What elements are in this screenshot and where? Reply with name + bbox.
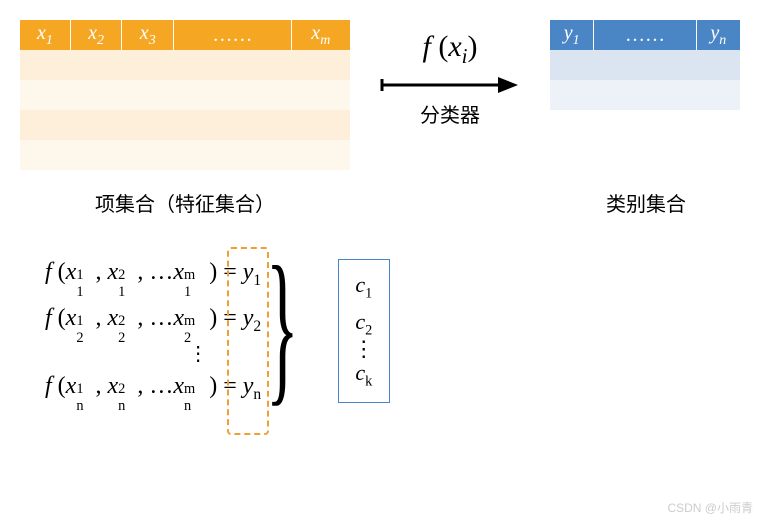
formula-list: f (x11, x21, …xm1 ) = y1 f (x12, x22, …xm… bbox=[45, 257, 261, 405]
class-box: c1 c2 ⋮ ck bbox=[338, 259, 390, 403]
class-item: c1 bbox=[355, 272, 372, 302]
category-header-row: y1……yn bbox=[550, 20, 740, 50]
category-cell bbox=[550, 80, 740, 110]
feature-row bbox=[20, 50, 350, 80]
formula-line: f (x11, x21, …xm1 ) = y1 bbox=[45, 257, 261, 291]
feature-cell bbox=[20, 80, 350, 110]
feature-header-cell: x1 bbox=[20, 20, 70, 50]
feature-row bbox=[20, 140, 350, 170]
category-header-cell: y1 bbox=[550, 20, 594, 50]
feature-row bbox=[20, 80, 350, 110]
category-caption: 类别集合 bbox=[551, 188, 741, 217]
feature-table: x1x2x3……xm bbox=[20, 20, 350, 170]
feature-header-cell: x2 bbox=[70, 20, 122, 50]
caption-row: 项集合（特征集合） 类别集合 bbox=[20, 170, 741, 217]
arrow-icon bbox=[380, 75, 520, 95]
lower-section: f (x11, x21, …xm1 ) = y1 f (x12, x22, …xm… bbox=[45, 257, 741, 405]
feature-header-cell: x3 bbox=[122, 20, 174, 50]
feature-header-cell: xm bbox=[291, 20, 350, 50]
feature-cell bbox=[20, 140, 350, 170]
formula-line: f (x12, x22, …xm2 ) = y2 bbox=[45, 303, 261, 337]
feature-caption: 项集合（特征集合） bbox=[20, 188, 350, 217]
feature-header-row: x1x2x3……xm bbox=[20, 20, 350, 50]
top-row: x1x2x3……xm f (xi) 分类器 y1……yn bbox=[20, 20, 741, 170]
function-expression: f (xi) bbox=[422, 30, 477, 69]
feature-row bbox=[20, 110, 350, 140]
category-row bbox=[550, 80, 740, 110]
right-block: y1……yn bbox=[550, 20, 740, 110]
vdots: ⋮ bbox=[353, 345, 375, 354]
watermark: CSDN @小雨青 bbox=[667, 499, 753, 516]
feature-cell bbox=[20, 110, 350, 140]
vdots: ⋮ bbox=[135, 349, 261, 359]
category-table: y1……yn bbox=[550, 20, 740, 110]
function-block: f (xi) 分类器 bbox=[375, 20, 525, 128]
formula-line: f (x1n, x2n, …xmn ) = yn bbox=[45, 371, 261, 405]
category-header-cell: yn bbox=[696, 20, 740, 50]
category-cell bbox=[550, 50, 740, 80]
curly-brace: } bbox=[266, 258, 299, 394]
category-row bbox=[550, 50, 740, 80]
classifier-label: 分类器 bbox=[420, 99, 480, 128]
left-block: x1x2x3……xm bbox=[20, 20, 350, 170]
class-item: ck bbox=[355, 360, 372, 390]
feature-cell bbox=[20, 50, 350, 80]
class-item: c2 bbox=[355, 309, 372, 339]
feature-header-cell: …… bbox=[174, 20, 292, 50]
category-header-cell: …… bbox=[594, 20, 696, 50]
